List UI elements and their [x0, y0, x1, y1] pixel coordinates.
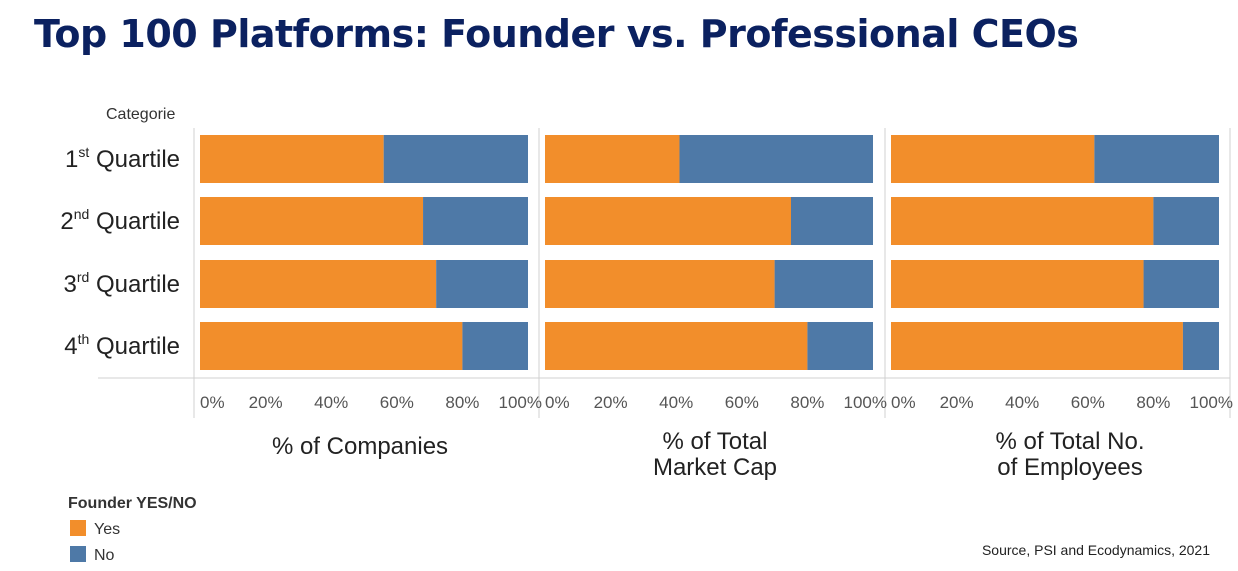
tick-label-p2-1: 0% — [545, 393, 570, 412]
panel-title-1: % of Companies — [271, 433, 449, 460]
tick-label-p1-6: 100% — [499, 393, 542, 412]
tick-label-p2-6: 100% — [844, 393, 887, 412]
legend-swatch-no — [70, 546, 86, 562]
legend-swatch-yes — [70, 520, 86, 536]
bar-p1-q3-no — [436, 260, 528, 308]
bar-p3-q3-yes — [891, 260, 1144, 308]
legend-title: Founder YES/NO — [68, 495, 197, 512]
tick-label-p3-3: 40% — [1005, 393, 1039, 412]
tick-label-p3-2: 20% — [940, 393, 974, 412]
legend-label-yes: Yes — [94, 521, 121, 538]
tick-label-p1-1: 0% — [200, 393, 225, 412]
tick-label-p2-3: 40% — [659, 393, 693, 412]
category-label-4: 4th Quartile — [64, 331, 180, 360]
bar-p3-q1-yes — [891, 135, 1095, 183]
legend-label-no: No — [94, 547, 115, 564]
bar-p2-q3-yes — [545, 260, 775, 308]
tick-label-p1-4: 60% — [380, 393, 414, 412]
bar-p1-q2-no — [423, 197, 528, 245]
bar-p1-q2-yes — [200, 197, 424, 245]
bar-p2-q2-yes — [545, 197, 791, 245]
tick-label-p3-6: 100% — [1190, 393, 1233, 412]
bar-p1-q4-no — [462, 322, 528, 370]
tick-label-p1-3: 40% — [314, 393, 348, 412]
bar-p2-q1-no — [679, 135, 873, 183]
bar-p2-q1-yes — [545, 135, 680, 183]
tick-label-p2-4: 60% — [725, 393, 759, 412]
tick-label-p3-4: 60% — [1071, 393, 1105, 412]
tick-label-p1-2: 20% — [249, 393, 283, 412]
source-note: Source, PSI and Ecodynamics, 2021 — [981, 542, 1210, 558]
tick-label-p3-1: 0% — [891, 393, 916, 412]
category-label-3: 3rd Quartile — [63, 269, 180, 298]
category-label-2: 2nd Quartile — [60, 206, 180, 235]
category-label-1: 1st Quartile — [65, 144, 180, 173]
bar-p1-q4-yes — [200, 322, 463, 370]
bar-p3-q2-no — [1153, 197, 1219, 245]
bar-p3-q3-no — [1143, 260, 1219, 308]
tick-label-p2-2: 20% — [594, 393, 628, 412]
bar-p1-q3-yes — [200, 260, 437, 308]
legend-item-yes: Yes — [70, 520, 120, 539]
bar-p3-q1-no — [1094, 135, 1219, 183]
bar-p2-q4-no — [807, 322, 873, 370]
panel-title-2: % of Total Market Cap — [652, 428, 778, 481]
bar-p3-q2-yes — [891, 197, 1154, 245]
chart-title: Top 100 Platforms: Founder vs. Professio… — [34, 12, 1079, 56]
bar-p3-q4-yes — [891, 322, 1183, 370]
bar-p2-q4-yes — [545, 322, 808, 370]
tick-label-p3-5: 80% — [1136, 393, 1170, 412]
bar-p2-q2-no — [791, 197, 873, 245]
bar-p1-q1-no — [383, 135, 528, 183]
tick-label-p2-5: 80% — [790, 393, 824, 412]
bar-p3-q4-no — [1182, 322, 1219, 370]
bar-p2-q3-no — [774, 260, 873, 308]
category-axis-header: Categorie — [106, 106, 176, 123]
bar-p1-q1-yes — [200, 135, 384, 183]
panel-title-3: % of Total No. of Employees — [995, 428, 1145, 481]
legend-item-no: No — [70, 546, 114, 565]
tick-label-p1-5: 80% — [445, 393, 479, 412]
